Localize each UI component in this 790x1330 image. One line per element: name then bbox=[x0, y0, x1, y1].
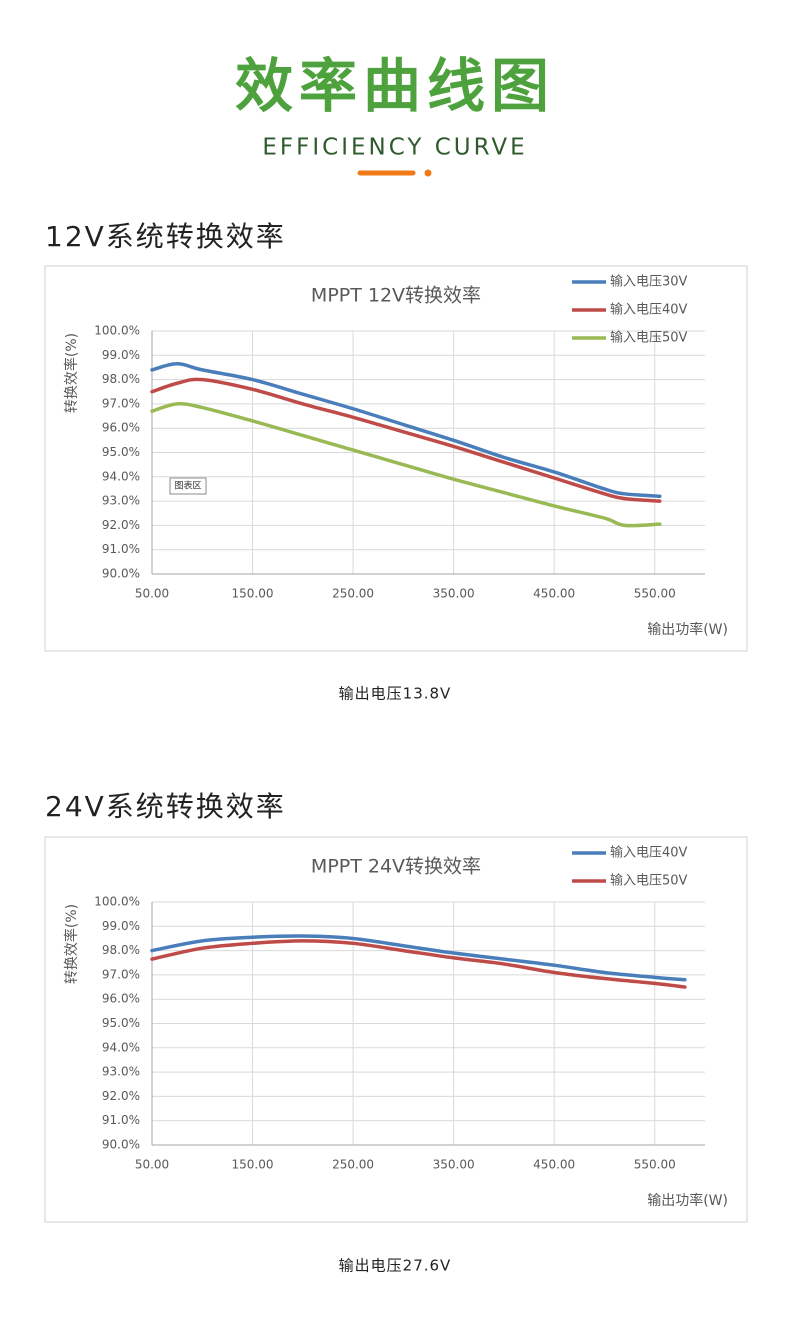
y-tick-label: 90.0% bbox=[102, 1138, 140, 1152]
y-tick-label: 96.0% bbox=[102, 421, 140, 435]
y-tick-label: 97.0% bbox=[102, 396, 140, 410]
series-line bbox=[150, 362, 662, 498]
y-axis-title: 转换效率(%) bbox=[63, 333, 80, 413]
y-tick-label: 100.0% bbox=[94, 895, 140, 909]
y-tick-label: 98.0% bbox=[102, 943, 140, 957]
y-tick-label: 94.0% bbox=[102, 469, 140, 483]
y-tick-label: 92.0% bbox=[102, 518, 140, 532]
x-tick-label: 350.00 bbox=[433, 587, 475, 601]
legend-label: 输入电压40V bbox=[610, 302, 688, 318]
x-tick-label: 150.00 bbox=[232, 587, 274, 601]
series-line bbox=[150, 377, 662, 503]
y-tick-label: 99.0% bbox=[102, 348, 140, 362]
x-tick-label: 450.00 bbox=[533, 1158, 575, 1172]
y-tick-label: 93.0% bbox=[102, 494, 140, 508]
legend-label: 输入电压40V bbox=[610, 845, 688, 861]
y-tick-label: 95.0% bbox=[102, 1016, 140, 1030]
chart-frame bbox=[44, 265, 748, 652]
y-tick-label: 92.0% bbox=[102, 1089, 140, 1103]
series-line bbox=[150, 939, 687, 989]
x-tick-label: 50.00 bbox=[135, 587, 169, 601]
x-tick-label: 350.00 bbox=[433, 1158, 475, 1172]
y-tick-label: 97.0% bbox=[102, 967, 140, 981]
x-tick-label: 550.00 bbox=[634, 587, 676, 601]
legend-label: 输入电压30V bbox=[610, 274, 688, 290]
x-axis-title: 输出功率(W) bbox=[647, 1192, 728, 1209]
x-tick-label: 150.00 bbox=[232, 1158, 274, 1172]
y-tick-label: 90.0% bbox=[102, 567, 140, 581]
legend-label: 输入电压50V bbox=[610, 330, 688, 346]
annotation: 图表区 bbox=[174, 480, 201, 492]
x-tick-label: 550.00 bbox=[634, 1158, 676, 1172]
x-tick-label: 450.00 bbox=[533, 587, 575, 601]
y-tick-label: 99.0% bbox=[102, 919, 140, 933]
x-tick-label: 50.00 bbox=[135, 1158, 169, 1172]
y-tick-label: 93.0% bbox=[102, 1065, 140, 1079]
chart-title: MPPT 24V转换效率 bbox=[311, 856, 481, 878]
x-tick-label: 250.00 bbox=[332, 587, 374, 601]
section-caption: 输出电压27.6V bbox=[339, 1257, 452, 1275]
decor-dot bbox=[424, 169, 432, 177]
y-tick-label: 94.0% bbox=[102, 1040, 140, 1054]
x-axis-title: 输出功率(W) bbox=[647, 621, 728, 638]
page-title: 效率曲线图 bbox=[235, 52, 555, 120]
section-caption: 输出电压13.8V bbox=[339, 685, 452, 703]
series-line bbox=[150, 934, 687, 982]
page-subtitle: EFFICIENCY CURVE bbox=[262, 135, 527, 161]
y-tick-label: 96.0% bbox=[102, 992, 140, 1006]
chart-title: MPPT 12V转换效率 bbox=[311, 285, 481, 307]
y-tick-label: 100.0% bbox=[94, 324, 140, 338]
y-tick-label: 98.0% bbox=[102, 372, 140, 386]
annotation-box bbox=[169, 477, 207, 495]
series-line bbox=[150, 402, 662, 528]
y-tick-label: 91.0% bbox=[102, 542, 140, 556]
y-tick-label: 91.0% bbox=[102, 1113, 140, 1127]
y-axis-title: 转换效率(%) bbox=[63, 904, 80, 984]
legend-label: 输入电压50V bbox=[610, 873, 688, 889]
section-heading: 24V系统转换效率 bbox=[45, 790, 286, 823]
y-tick-label: 95.0% bbox=[102, 445, 140, 459]
chart-frame bbox=[44, 836, 748, 1223]
section-heading: 12V系统转换效率 bbox=[45, 220, 286, 253]
x-tick-label: 250.00 bbox=[332, 1158, 374, 1172]
